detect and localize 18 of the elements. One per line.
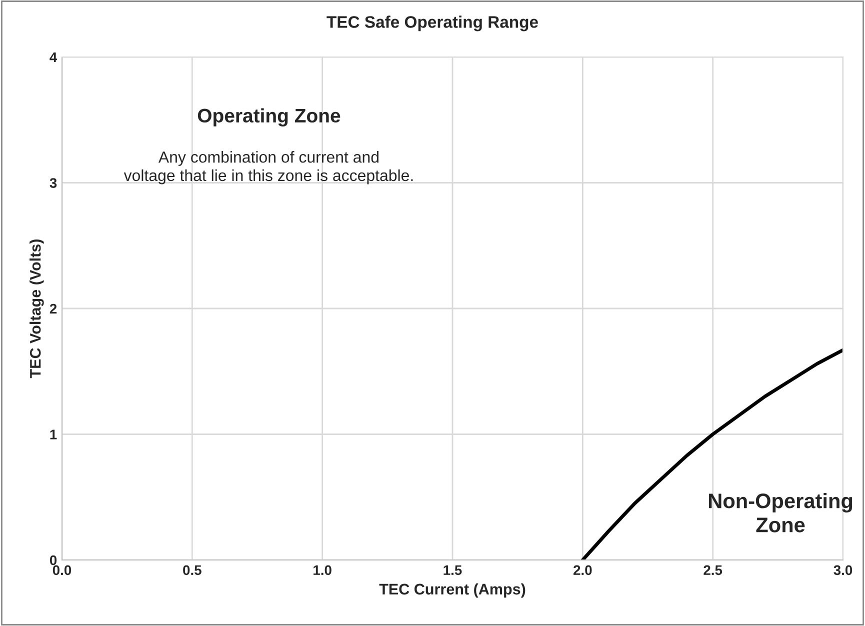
x-tick-label: 2.5 — [704, 565, 722, 576]
x-tick-label: 1.5 — [444, 565, 462, 576]
y-tick-label: 2 — [50, 304, 57, 314]
y-tick-label: 3 — [50, 178, 57, 188]
x-tick-label: 3.0 — [834, 565, 852, 576]
x-axis-title: TEC Current (Amps) — [379, 583, 526, 598]
x-tick-label: 1.0 — [314, 565, 332, 576]
y-tick-label: 1 — [50, 430, 57, 440]
annotation: Any combination of current and voltage that lie in this zone is acceptable. — [124, 151, 413, 184]
annotation: Operating Zone — [198, 108, 340, 126]
y-tick-label: 4 — [50, 52, 58, 62]
x-tick-label: 0.0 — [52, 565, 72, 576]
x-tick-label: 0.5 — [183, 565, 202, 576]
y-axis-title: TEC Voltage (Volts) — [30, 240, 44, 378]
chart-title: TEC Safe Operating Range — [326, 16, 538, 32]
x-tick-label: 2.0 — [573, 565, 592, 576]
annotation: Non-Operating Zone — [709, 493, 852, 532]
y-tick-label: 0 — [50, 555, 57, 566]
